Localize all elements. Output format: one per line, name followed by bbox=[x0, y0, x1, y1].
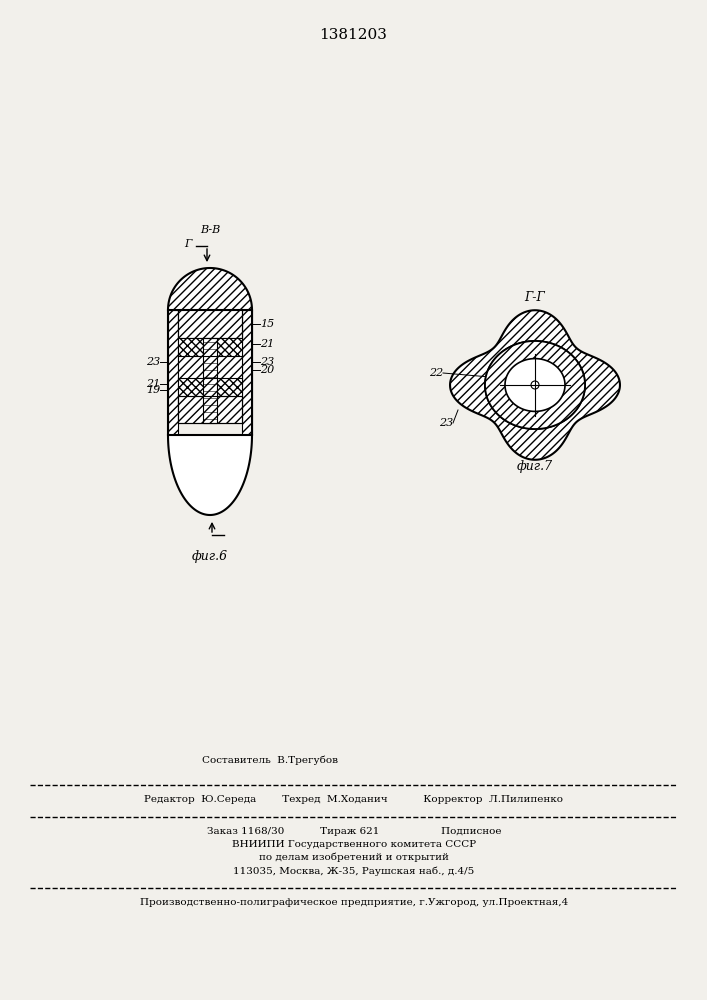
Text: Составитель  В.Трегубов: Составитель В.Трегубов bbox=[202, 756, 338, 765]
Polygon shape bbox=[178, 378, 203, 396]
Polygon shape bbox=[178, 338, 203, 356]
Text: 21: 21 bbox=[146, 379, 160, 389]
Polygon shape bbox=[485, 341, 585, 429]
Text: по делам изобретений и открытий: по делам изобретений и открытий bbox=[259, 853, 449, 862]
Text: Производственно-полиграфическое предприятие, г.Ужгород, ул.Проектная,4: Производственно-полиграфическое предприя… bbox=[140, 898, 568, 907]
Polygon shape bbox=[168, 268, 252, 310]
Text: 23: 23 bbox=[146, 357, 160, 367]
Polygon shape bbox=[505, 359, 565, 411]
Text: 23: 23 bbox=[439, 418, 453, 428]
Polygon shape bbox=[168, 435, 252, 515]
Polygon shape bbox=[168, 310, 178, 435]
Text: B-B: B-B bbox=[200, 225, 221, 235]
Text: фиг.7: фиг.7 bbox=[517, 460, 553, 473]
Text: Г-Г: Г-Г bbox=[525, 291, 545, 304]
Text: Г: Г bbox=[185, 239, 192, 249]
Text: Редактор  Ю.Середа        Техред  М.Ходанич           Корректор  Л.Пилипенко: Редактор Ю.Середа Техред М.Ходанич Корре… bbox=[144, 796, 563, 804]
Text: Заказ 1168/30           Тираж 621                   Подписное: Заказ 1168/30 Тираж 621 Подписное bbox=[206, 827, 501, 836]
Text: 21: 21 bbox=[260, 339, 274, 349]
Polygon shape bbox=[217, 378, 242, 396]
Polygon shape bbox=[450, 310, 620, 460]
Polygon shape bbox=[217, 356, 242, 378]
Polygon shape bbox=[178, 356, 203, 378]
Text: 113035, Москва, Ж-35, Раушская наб., д.4/5: 113035, Москва, Ж-35, Раушская наб., д.4… bbox=[233, 866, 474, 876]
Text: 1381203: 1381203 bbox=[319, 28, 387, 42]
Polygon shape bbox=[485, 341, 585, 429]
Text: 23: 23 bbox=[260, 357, 274, 367]
Text: ВНИИПИ Государственного комитета СССР: ВНИИПИ Государственного комитета СССР bbox=[232, 840, 476, 849]
Polygon shape bbox=[178, 310, 242, 338]
Text: 15: 15 bbox=[260, 319, 274, 329]
Polygon shape bbox=[217, 338, 242, 356]
Text: 22: 22 bbox=[428, 368, 443, 378]
Text: 19: 19 bbox=[146, 385, 160, 395]
Text: 20: 20 bbox=[260, 365, 274, 375]
Polygon shape bbox=[203, 338, 217, 423]
Polygon shape bbox=[242, 310, 252, 435]
Polygon shape bbox=[178, 396, 242, 423]
Text: фиг.6: фиг.6 bbox=[192, 550, 228, 563]
